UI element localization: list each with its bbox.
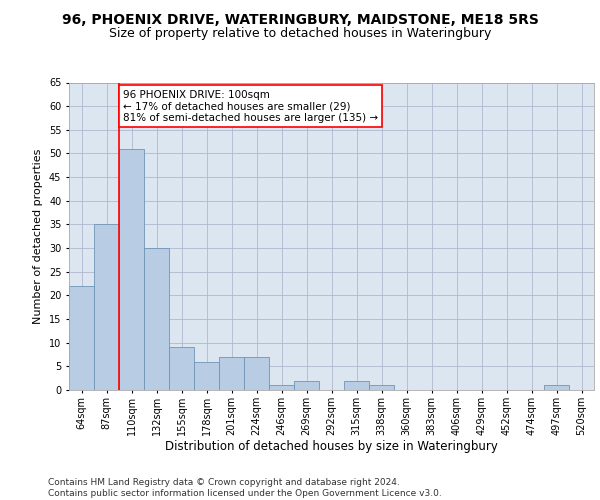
Bar [194, 362, 219, 390]
Bar [369, 386, 394, 390]
X-axis label: Distribution of detached houses by size in Wateringbury: Distribution of detached houses by size … [165, 440, 498, 454]
Bar [294, 380, 319, 390]
Bar [94, 224, 119, 390]
Text: Contains HM Land Registry data © Crown copyright and database right 2024.
Contai: Contains HM Land Registry data © Crown c… [48, 478, 442, 498]
Bar [119, 148, 144, 390]
Y-axis label: Number of detached properties: Number of detached properties [34, 148, 43, 324]
Bar [169, 348, 194, 390]
Text: 96, PHOENIX DRIVE, WATERINGBURY, MAIDSTONE, ME18 5RS: 96, PHOENIX DRIVE, WATERINGBURY, MAIDSTO… [62, 12, 538, 26]
Bar [69, 286, 94, 390]
Bar [269, 386, 294, 390]
Bar [219, 357, 244, 390]
Bar [144, 248, 169, 390]
Text: Size of property relative to detached houses in Wateringbury: Size of property relative to detached ho… [109, 28, 491, 40]
Bar [544, 386, 569, 390]
Text: 96 PHOENIX DRIVE: 100sqm
← 17% of detached houses are smaller (29)
81% of semi-d: 96 PHOENIX DRIVE: 100sqm ← 17% of detach… [123, 90, 378, 123]
Bar [344, 380, 369, 390]
Bar [244, 357, 269, 390]
